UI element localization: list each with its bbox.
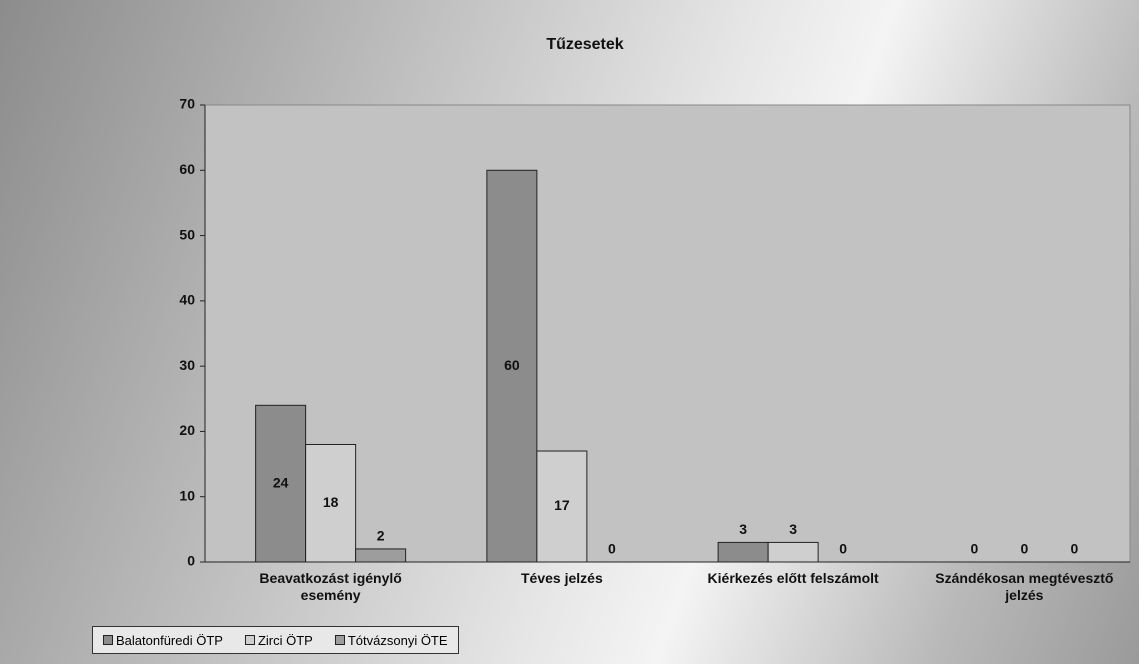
legend-label: Zirci ÖTP <box>257 632 313 648</box>
bar <box>355 548 407 563</box>
legend-label: Balatonfüredi ÖTP <box>116 632 223 648</box>
value-label: 24 <box>273 474 289 490</box>
bar <box>767 541 819 563</box>
legend-item: Tótvázsonyi ÖTE <box>334 632 448 648</box>
legend-item: Balatonfüredi ÖTP <box>103 633 223 648</box>
y-tick-label: 10 <box>179 487 195 503</box>
value-label: 0 <box>1070 541 1078 557</box>
value-label: 18 <box>323 494 339 510</box>
y-tick-label: 40 <box>179 292 195 308</box>
bar <box>536 450 588 563</box>
bar <box>486 169 538 563</box>
value-label: 0 <box>839 541 847 557</box>
bar <box>717 541 769 563</box>
x-tick-label: Beavatkozást igénylő esemény <box>259 570 402 603</box>
value-label: 0 <box>608 541 616 557</box>
chart-title: Tűzesetek <box>546 36 623 53</box>
value-label: 17 <box>554 497 570 513</box>
legend-label: Tótvázsonyi ÖTE <box>347 632 448 648</box>
plot-area <box>204 104 1131 563</box>
y-tick-label: 30 <box>179 357 195 373</box>
value-label: 2 <box>377 528 385 544</box>
y-tick-label: 50 <box>179 226 195 242</box>
x-tick-label: Szándékosan megtévesztő jelzés <box>935 570 1114 603</box>
y-tick-label: 60 <box>179 161 195 177</box>
legend-swatch <box>334 635 345 645</box>
value-label: 3 <box>739 521 747 537</box>
x-tick-label: Kiérkezés előtt felszámolt <box>707 570 879 586</box>
legend-swatch <box>244 635 255 645</box>
legend: Balatonfüredi ÖTP Zirci ÖTP Tótvázsonyi ÖT… <box>92 626 459 654</box>
legend-item: Zirci ÖTP <box>244 632 313 648</box>
y-tick-label: 20 <box>179 422 195 438</box>
value-label: 60 <box>504 357 520 373</box>
value-label: 0 <box>1020 541 1028 557</box>
y-tick-label: 0 <box>187 553 195 569</box>
value-label: 0 <box>970 541 978 557</box>
legend-swatch <box>103 635 113 645</box>
value-label: 3 <box>789 521 797 537</box>
x-tick-label: Téves jelzés <box>521 570 603 586</box>
bar <box>255 404 307 563</box>
y-tick-label: 70 <box>179 96 195 112</box>
bar <box>305 443 357 563</box>
